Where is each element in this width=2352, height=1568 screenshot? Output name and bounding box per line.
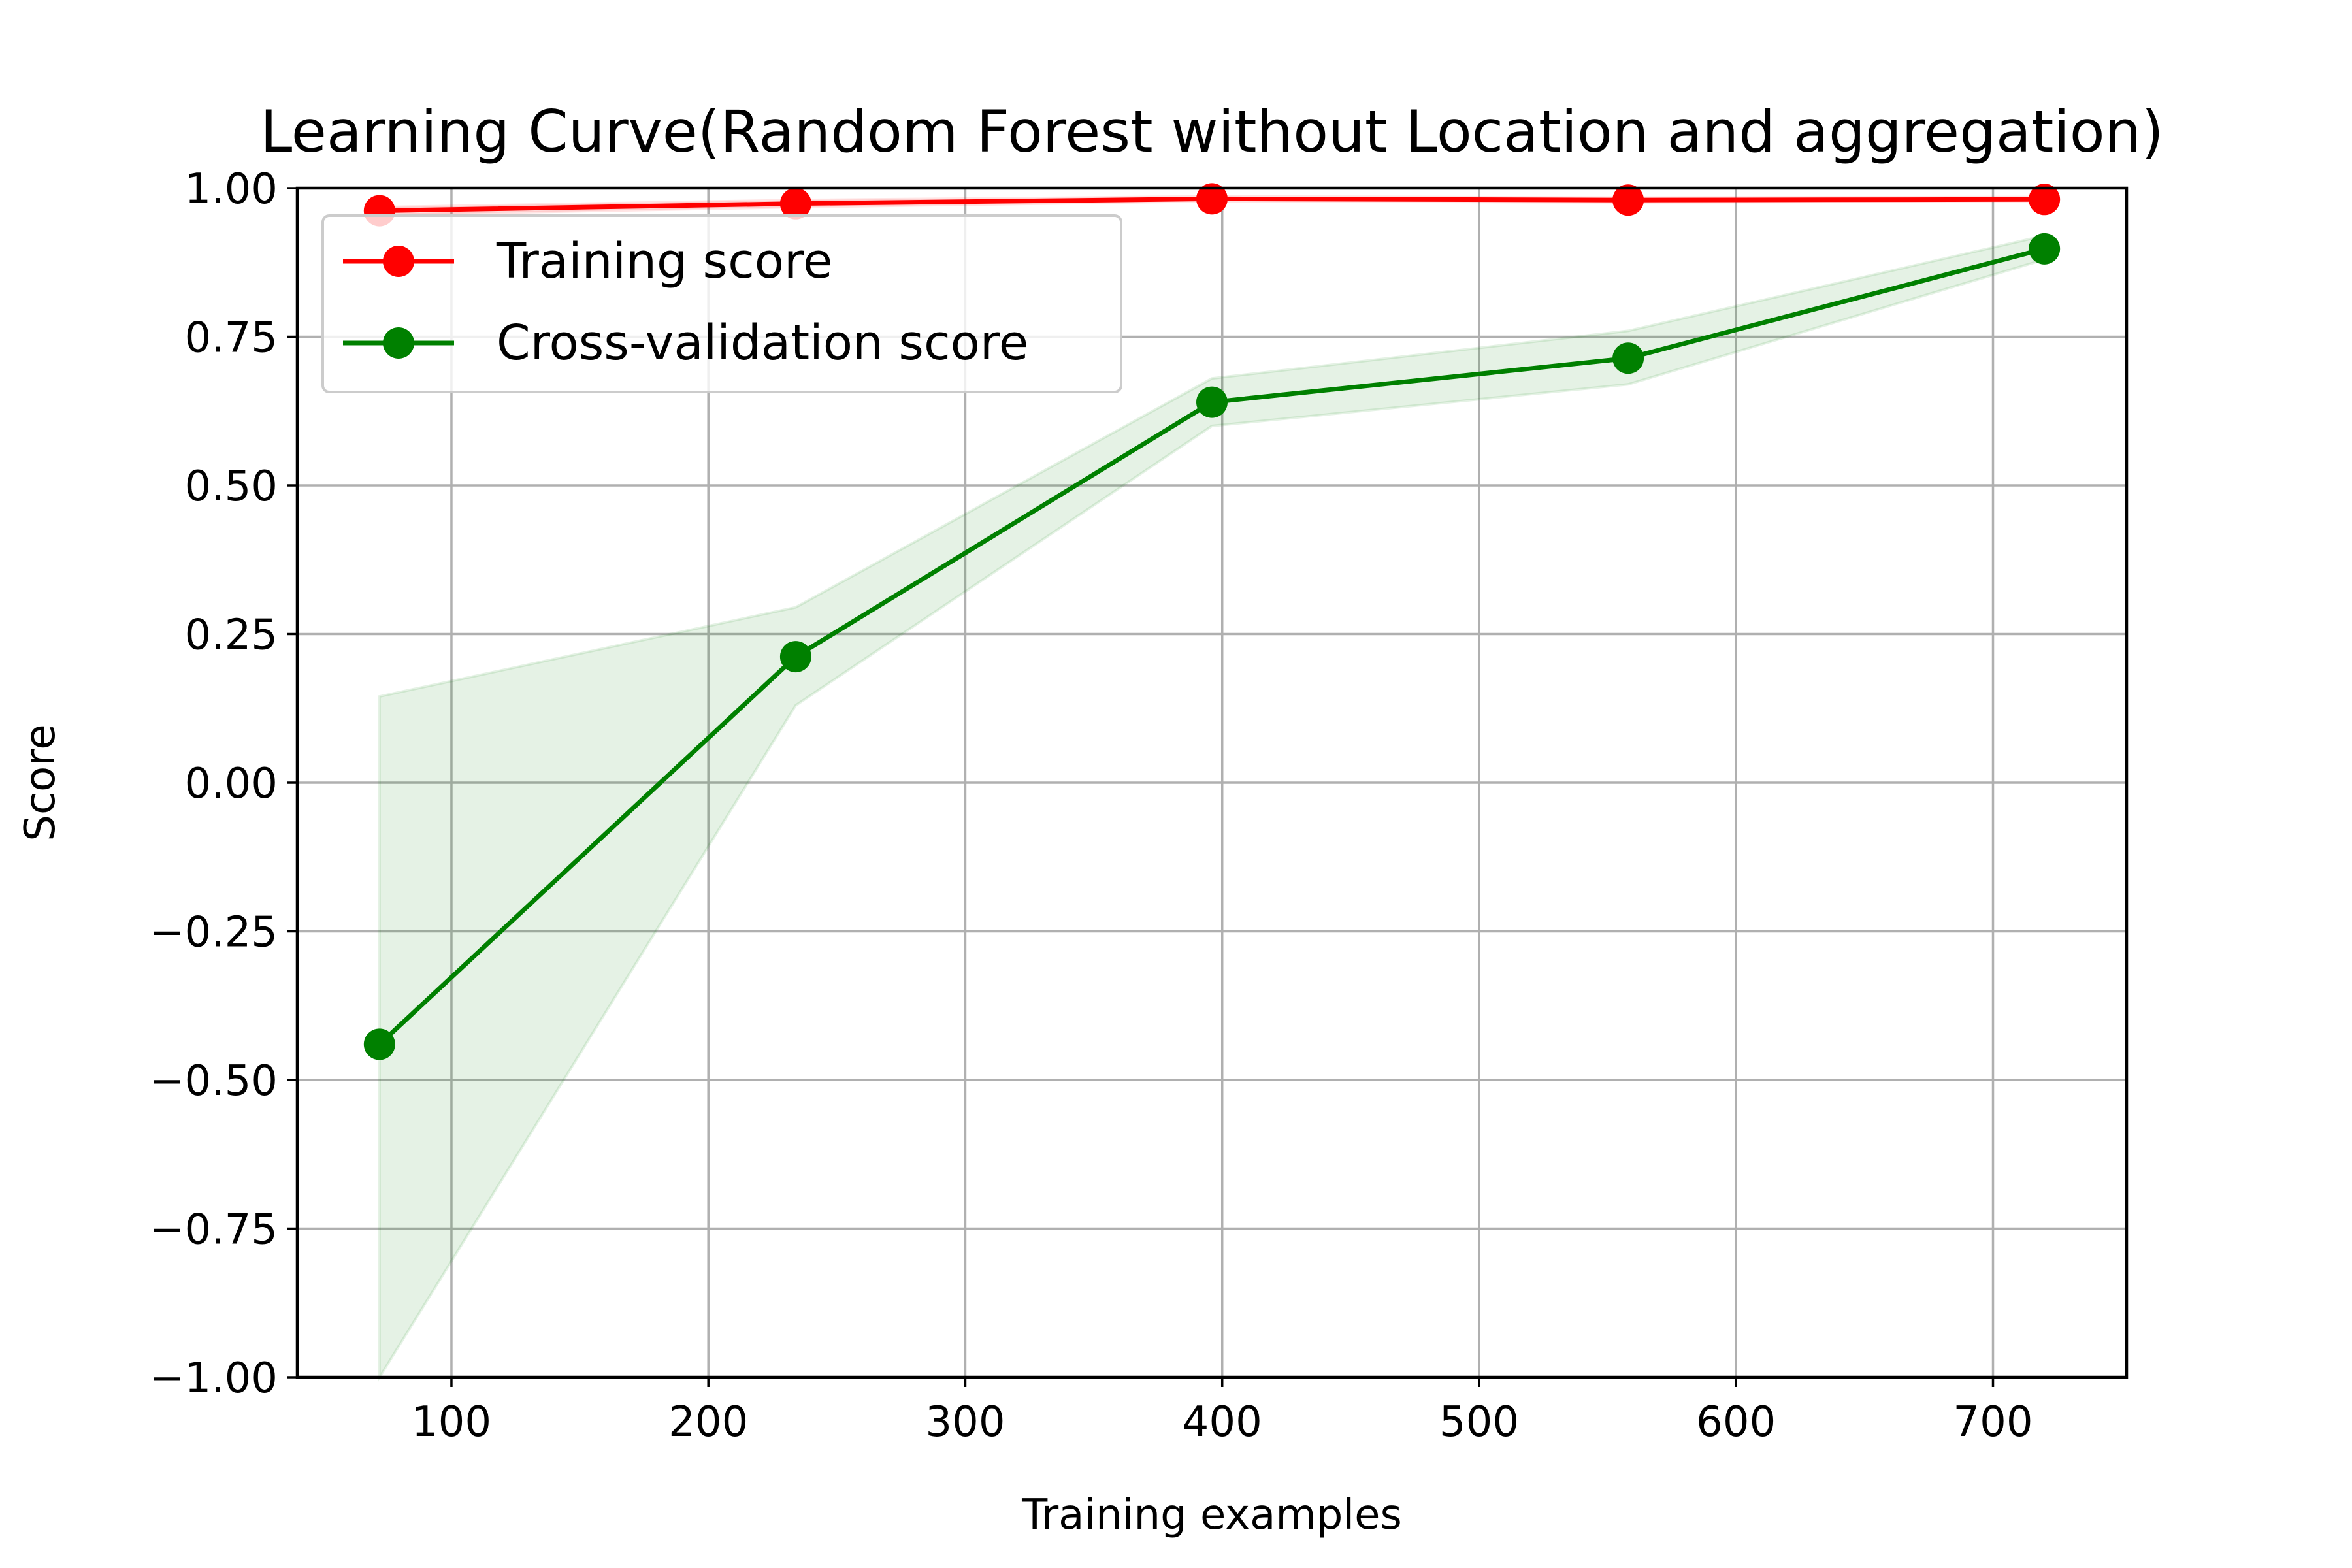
y-tick-label: 0.50 bbox=[185, 463, 278, 511]
y-tick-label: −1.00 bbox=[150, 1354, 278, 1403]
point-cross-validation bbox=[1612, 342, 1644, 374]
y-tick-label: 0.25 bbox=[185, 612, 278, 660]
y-tick-label: 0.75 bbox=[185, 314, 278, 363]
x-tick-label: 100 bbox=[412, 1398, 491, 1446]
ticks: 100 200 300 400 500 600 700 −1.00 −0.75 −0.50 −0.2… bbox=[150, 165, 2033, 1446]
y-tick-label: 1.00 bbox=[185, 165, 278, 214]
legend-marker-training bbox=[383, 246, 414, 277]
y-tick-label: −0.50 bbox=[150, 1057, 278, 1105]
y-axis-title: Score bbox=[16, 724, 65, 841]
point-cross-validation bbox=[2029, 233, 2061, 265]
legend: Training score Cross-validation score bbox=[321, 214, 1122, 393]
y-tick-label: −0.25 bbox=[150, 909, 278, 957]
legend-marker-cross-validation bbox=[383, 327, 414, 359]
point-training bbox=[1196, 183, 1228, 215]
point-training bbox=[1612, 184, 1644, 216]
y-tick-label: 0.00 bbox=[185, 760, 278, 808]
x-tick-label: 300 bbox=[925, 1398, 1005, 1446]
x-tick-label: 500 bbox=[1439, 1398, 1519, 1446]
point-training bbox=[779, 188, 811, 220]
x-tick-label: 400 bbox=[1183, 1398, 1262, 1446]
x-axis-title: Training examples bbox=[1021, 1491, 1402, 1539]
x-tick-label: 600 bbox=[1696, 1398, 1776, 1446]
chart-title: Learning Curve(Random Forest without Loc… bbox=[260, 98, 2164, 165]
point-cross-validation bbox=[1196, 386, 1228, 418]
x-tick-label: 700 bbox=[1953, 1398, 2033, 1446]
legend-label-cross-validation: Cross-validation score bbox=[497, 315, 1028, 371]
point-cross-validation bbox=[779, 641, 811, 673]
point-cross-validation bbox=[363, 1028, 395, 1060]
legend-box bbox=[321, 214, 1122, 393]
legend-label-training: Training score bbox=[496, 233, 832, 289]
x-tick-label: 200 bbox=[668, 1398, 748, 1446]
point-training bbox=[2029, 184, 2061, 216]
y-tick-label: −0.75 bbox=[150, 1206, 278, 1254]
